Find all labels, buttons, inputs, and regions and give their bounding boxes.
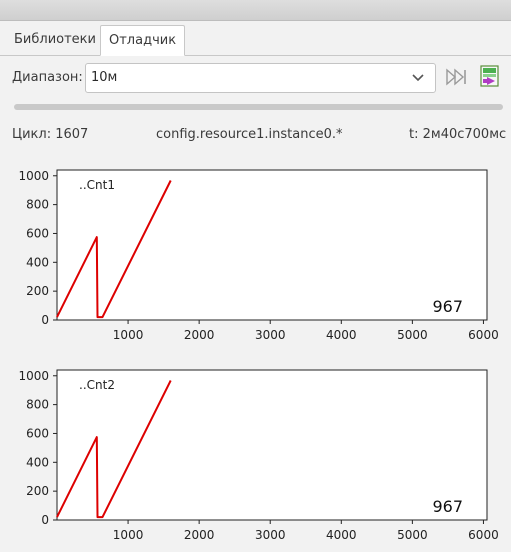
x-tick-label: 6000 bbox=[468, 528, 499, 542]
elapsed-time: t: 2м40с700мс bbox=[409, 127, 507, 142]
range-label: Диапазон: bbox=[12, 70, 83, 85]
y-tick-label: 600 bbox=[26, 426, 49, 440]
y-tick-label: 800 bbox=[26, 398, 49, 412]
y-tick-label: 600 bbox=[26, 226, 49, 240]
window-top-bar bbox=[0, 0, 511, 21]
counter-chart-2: 0 200 400 600 800 1000 1000 2000 3000 4000 5000 600… bbox=[18, 369, 499, 542]
series-line bbox=[56, 380, 172, 519]
counter-chart-1: 0 200 400 600 800 1000 1000 2000 3000 4000 5000 600… bbox=[18, 169, 499, 342]
y-tick-label: 800 bbox=[26, 198, 49, 212]
current-value-label: 967 bbox=[432, 497, 463, 516]
x-tick-label: 1000 bbox=[113, 328, 144, 342]
current-value-label: 967 bbox=[432, 297, 463, 316]
y-tick-label: 1000 bbox=[18, 169, 49, 183]
instance-path: config.resource1.instance0.* bbox=[156, 127, 343, 142]
horizontal-scrollbar[interactable] bbox=[14, 104, 503, 110]
y-tick-label: 400 bbox=[26, 455, 49, 469]
x-tick-label: 3000 bbox=[255, 528, 286, 542]
range-select[interactable]: 10м bbox=[85, 63, 436, 93]
x-tick-label: 5000 bbox=[397, 328, 428, 342]
range-select-value: 10м bbox=[91, 70, 118, 85]
x-tick-label: 2000 bbox=[184, 328, 215, 342]
y-tick-label: 200 bbox=[26, 484, 49, 498]
tab-debugger[interactable]: Отладчик bbox=[100, 25, 186, 56]
y-tick-label: 400 bbox=[26, 255, 49, 269]
x-tick-label: 6000 bbox=[468, 328, 499, 342]
x-tick-label: 2000 bbox=[184, 528, 215, 542]
skip-to-end-icon[interactable] bbox=[445, 65, 469, 89]
y-tick-label: 0 bbox=[41, 513, 49, 527]
series-line bbox=[56, 180, 172, 319]
series-name-label: ..Cnt2 bbox=[79, 378, 115, 392]
export-chart-icon[interactable] bbox=[478, 64, 502, 88]
y-tick-label: 200 bbox=[26, 284, 49, 298]
plot-area bbox=[56, 169, 488, 321]
tab-bar: Библиотеки Отладчик bbox=[0, 22, 511, 56]
series-name-label: ..Cnt1 bbox=[79, 178, 115, 192]
chevron-down-icon bbox=[412, 74, 424, 82]
y-tick-label: 1000 bbox=[18, 369, 49, 383]
x-tick-label: 1000 bbox=[113, 528, 144, 542]
cycle-counter: Цикл: 1607 bbox=[12, 127, 89, 142]
y-tick-label: 0 bbox=[41, 313, 49, 327]
x-tick-label: 4000 bbox=[326, 328, 357, 342]
x-tick-label: 4000 bbox=[326, 528, 357, 542]
x-tick-label: 3000 bbox=[255, 328, 286, 342]
x-tick-label: 5000 bbox=[397, 528, 428, 542]
plot-area bbox=[56, 369, 488, 521]
tab-libraries[interactable]: Библиотеки bbox=[14, 32, 96, 47]
